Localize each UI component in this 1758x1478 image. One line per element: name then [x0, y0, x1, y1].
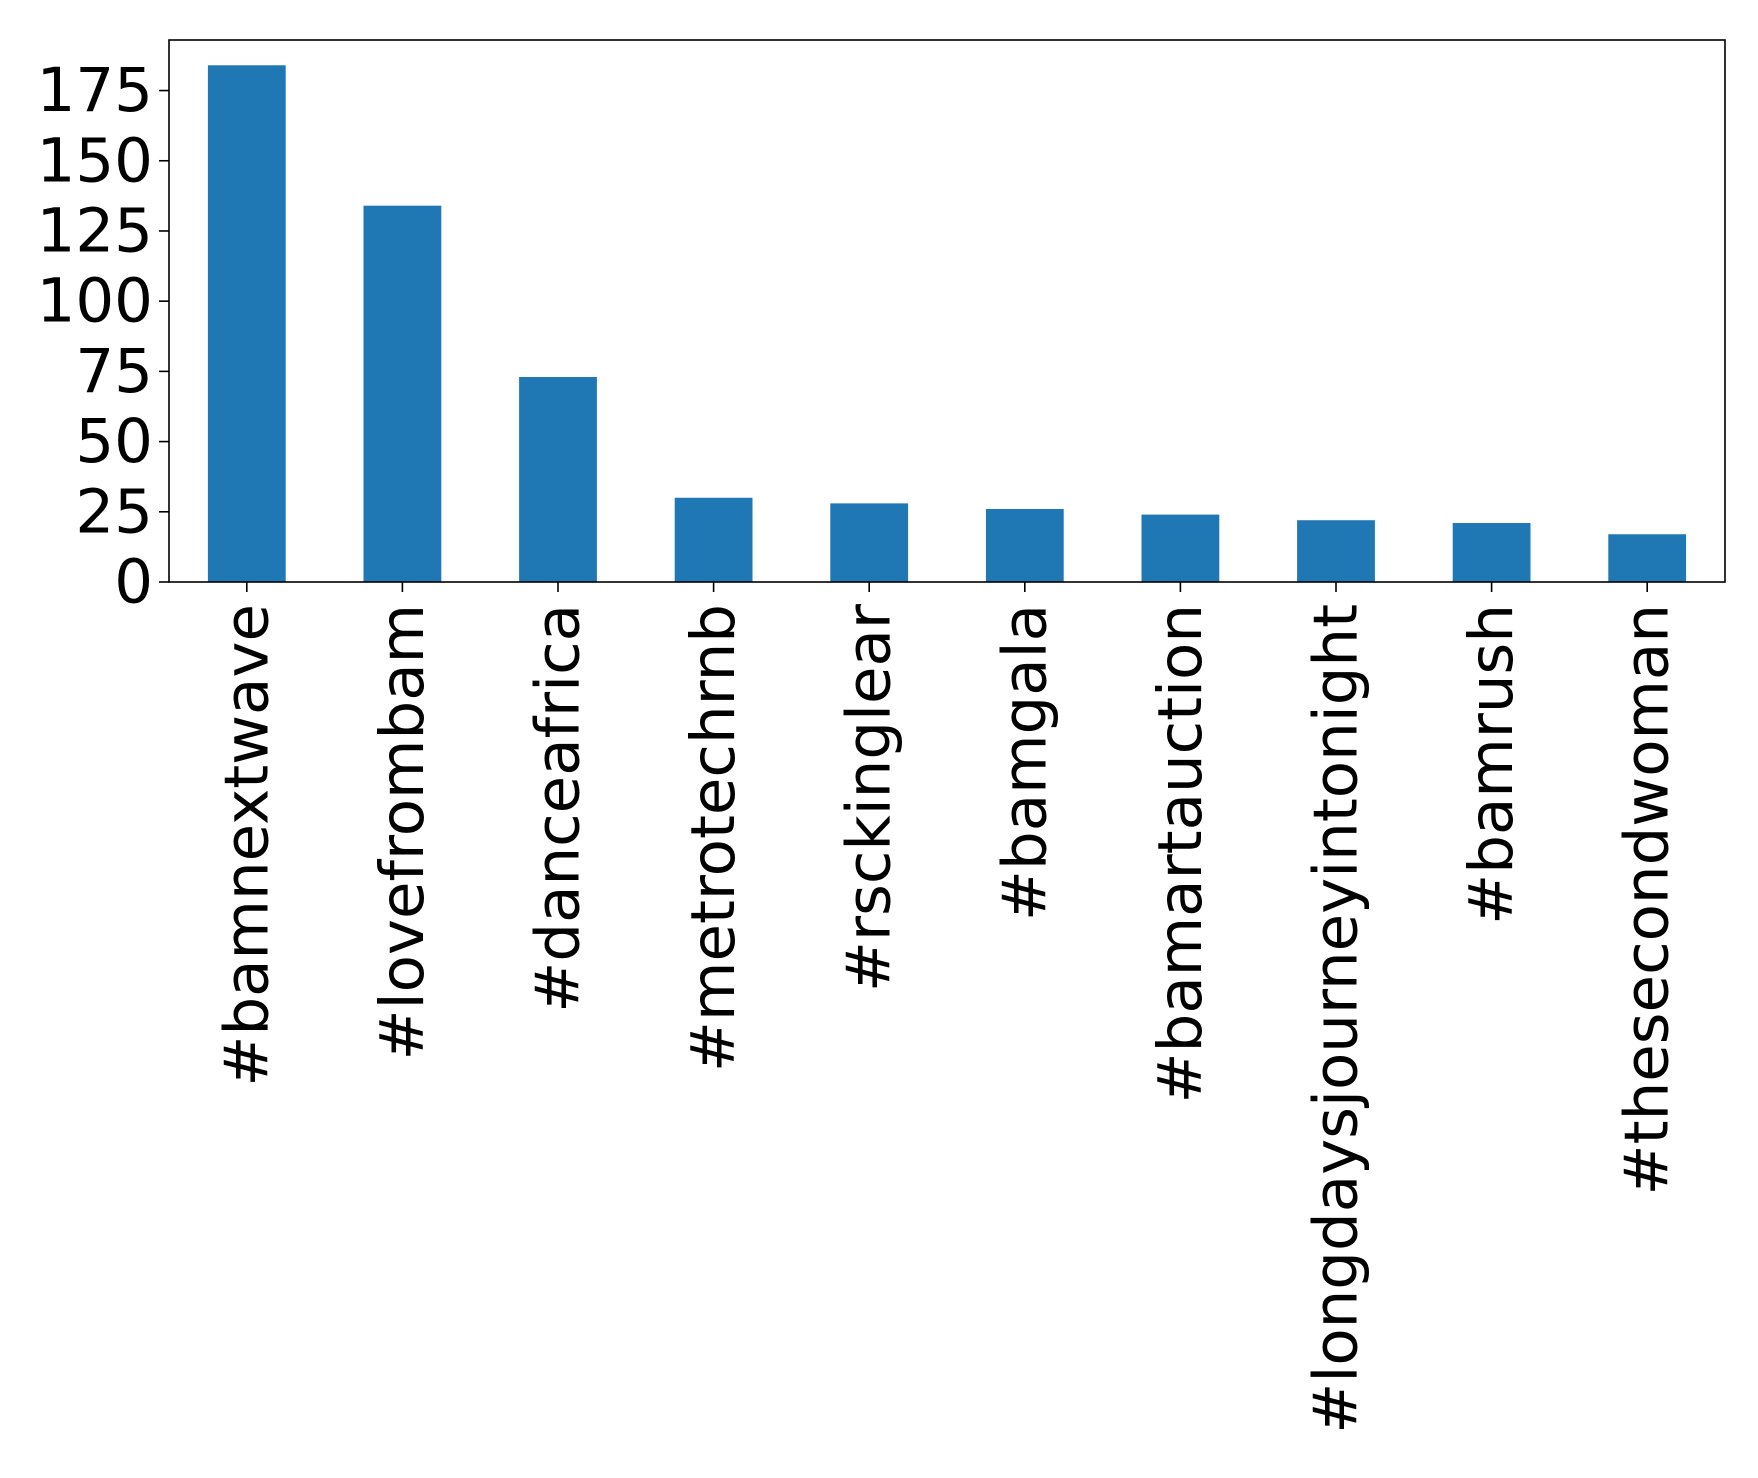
bar-bamgala [985, 508, 1064, 582]
x-tick-label: #lovefrombam [367, 604, 438, 1061]
x-tick-label: #bamrush [1456, 604, 1527, 925]
bar-danceafrica [519, 376, 597, 582]
y-tick-label: 100 [37, 266, 153, 337]
x-tick-label: #metrotechrnb [678, 604, 749, 1072]
y-tick-label: 150 [37, 125, 153, 196]
bars-group [207, 65, 1687, 583]
x-tick-label: #thesecondwoman [1612, 604, 1683, 1195]
y-tick-label: 0 [114, 547, 153, 618]
y-tick-label: 75 [75, 336, 153, 407]
x-tick-label: #rsckinglear [834, 603, 905, 992]
bar-rsckinglear [830, 503, 909, 582]
bar-bamnextwave [207, 65, 286, 583]
bar-longdaysjourneyintonight [1297, 520, 1375, 582]
x-tick-label: #bamgala [989, 604, 1060, 921]
bar-metrotechrnb [674, 497, 753, 582]
x-tick-label: #bamartauction [1145, 604, 1216, 1103]
y-tick-label: 125 [37, 195, 153, 266]
x-tick-label: #danceafrica [523, 604, 594, 1013]
bar-thesecondwoman [1608, 534, 1687, 582]
y-tick-label: 50 [75, 406, 153, 477]
x-tick-label: #longdaysjourneyintonight [1301, 604, 1372, 1434]
bar-lovefrombam [363, 205, 442, 582]
x-axis: #bamnextwave #lovefrombam #danceafrica #met… [211, 582, 1683, 1434]
bar-bamrush [1452, 523, 1531, 582]
x-tick-label: #bamnextwave [211, 604, 282, 1087]
bar-bamartauction [1141, 514, 1220, 582]
y-tick-label: 25 [75, 476, 153, 547]
plot-frame [168, 39, 1726, 583]
y-tick-label: 175 [37, 55, 153, 126]
